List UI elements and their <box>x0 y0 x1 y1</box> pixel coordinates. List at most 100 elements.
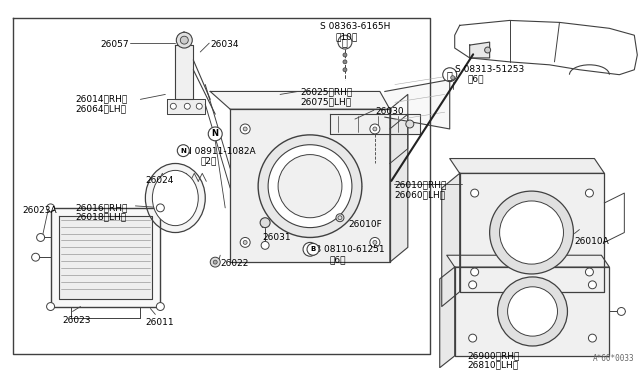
Ellipse shape <box>145 163 205 232</box>
Circle shape <box>508 287 557 336</box>
Text: 26810（LH）: 26810（LH） <box>468 361 519 370</box>
Circle shape <box>278 155 342 218</box>
Text: 26024: 26024 <box>145 176 173 185</box>
Circle shape <box>370 237 380 247</box>
Circle shape <box>176 32 192 48</box>
Circle shape <box>184 103 190 109</box>
Circle shape <box>208 127 222 141</box>
Circle shape <box>490 191 573 274</box>
Text: 26025（RH）: 26025（RH） <box>300 87 352 96</box>
Circle shape <box>303 243 317 256</box>
Circle shape <box>170 103 176 109</box>
Circle shape <box>180 36 188 44</box>
Text: S 08313-51253: S 08313-51253 <box>454 65 524 74</box>
Polygon shape <box>210 92 390 109</box>
Circle shape <box>588 281 596 289</box>
Circle shape <box>268 145 352 228</box>
Circle shape <box>618 308 625 315</box>
Circle shape <box>213 260 217 264</box>
Circle shape <box>307 243 319 255</box>
Polygon shape <box>59 216 152 299</box>
Text: 26023: 26023 <box>63 317 91 326</box>
Circle shape <box>210 257 220 267</box>
Circle shape <box>260 218 270 228</box>
Circle shape <box>243 127 247 131</box>
Circle shape <box>261 241 269 249</box>
Text: 26010（RH）: 26010（RH） <box>395 180 447 189</box>
Text: A*60*0033: A*60*0033 <box>593 354 634 363</box>
Polygon shape <box>175 45 193 99</box>
Circle shape <box>484 47 491 53</box>
Circle shape <box>343 68 347 72</box>
Circle shape <box>343 60 347 64</box>
Circle shape <box>451 76 454 80</box>
Text: 26075（LH）: 26075（LH） <box>300 97 351 106</box>
Text: N: N <box>180 148 186 154</box>
Text: 26060（LH）: 26060（LH） <box>395 190 446 199</box>
Circle shape <box>47 302 54 311</box>
Circle shape <box>177 145 189 157</box>
Circle shape <box>373 240 377 244</box>
Circle shape <box>470 189 479 197</box>
Polygon shape <box>385 80 450 129</box>
Polygon shape <box>330 114 420 134</box>
Circle shape <box>196 103 202 109</box>
Circle shape <box>588 334 596 342</box>
Text: 26011: 26011 <box>145 318 174 327</box>
Text: 26064（LH）: 26064（LH） <box>76 104 127 113</box>
Text: （6）: （6） <box>330 255 346 264</box>
Polygon shape <box>447 255 609 267</box>
Text: 26023A: 26023A <box>22 206 57 215</box>
Circle shape <box>31 253 40 261</box>
Polygon shape <box>440 267 454 368</box>
Circle shape <box>498 277 568 346</box>
Circle shape <box>156 204 164 212</box>
Polygon shape <box>470 42 490 58</box>
Circle shape <box>336 214 344 222</box>
Circle shape <box>500 201 563 264</box>
Text: （2）: （2） <box>200 157 216 166</box>
Circle shape <box>468 334 477 342</box>
Text: S 08363-6165H: S 08363-6165H <box>320 22 390 31</box>
Text: 26016（RH）: 26016（RH） <box>76 203 128 212</box>
Circle shape <box>586 268 593 276</box>
Text: （6）: （6） <box>468 75 484 84</box>
Polygon shape <box>442 173 460 307</box>
Polygon shape <box>167 99 205 114</box>
Circle shape <box>240 237 250 247</box>
Circle shape <box>243 240 247 244</box>
Text: Ⓢ: Ⓢ <box>342 37 348 47</box>
Circle shape <box>470 268 479 276</box>
Circle shape <box>338 35 352 49</box>
Text: 26034: 26034 <box>210 40 239 49</box>
Circle shape <box>343 53 347 57</box>
Circle shape <box>47 204 54 212</box>
Polygon shape <box>454 267 609 356</box>
Circle shape <box>36 234 45 241</box>
Text: 26030: 26030 <box>375 107 403 116</box>
Circle shape <box>443 68 457 81</box>
Text: 26031: 26031 <box>262 232 291 241</box>
Circle shape <box>406 120 414 128</box>
Circle shape <box>156 302 164 311</box>
Polygon shape <box>460 173 604 292</box>
Circle shape <box>373 127 377 131</box>
Polygon shape <box>51 208 161 307</box>
Polygon shape <box>390 94 408 262</box>
Text: 26010A: 26010A <box>575 237 609 247</box>
Text: B 08110-61251: B 08110-61251 <box>315 246 385 254</box>
Text: N 08911-1082A: N 08911-1082A <box>186 147 256 156</box>
Text: 26057: 26057 <box>100 40 129 49</box>
Polygon shape <box>450 158 604 173</box>
Text: B: B <box>310 246 316 252</box>
Circle shape <box>468 281 477 289</box>
Circle shape <box>586 189 593 197</box>
Circle shape <box>240 124 250 134</box>
Text: 26010F: 26010F <box>348 220 381 229</box>
Text: （10）: （10） <box>336 32 358 41</box>
Circle shape <box>258 135 362 237</box>
Ellipse shape <box>152 170 198 226</box>
Polygon shape <box>230 109 390 262</box>
Text: Ⓢ: Ⓢ <box>447 70 452 80</box>
Text: 26022: 26022 <box>220 259 248 268</box>
